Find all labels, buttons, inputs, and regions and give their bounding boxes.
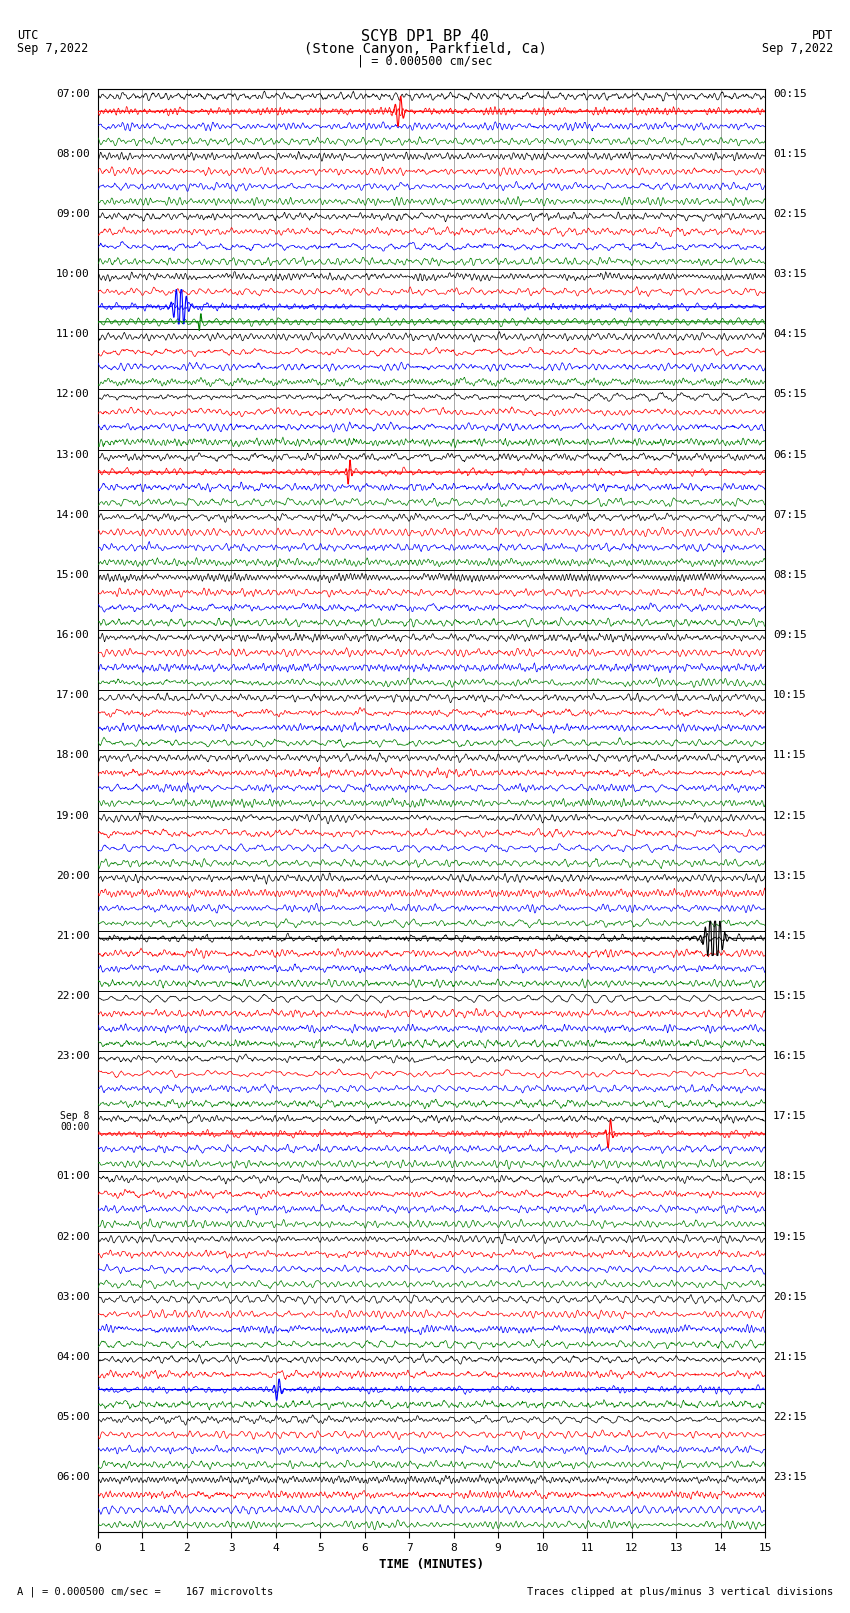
- Text: 23:15: 23:15: [773, 1473, 807, 1482]
- Text: PDT: PDT: [812, 29, 833, 42]
- Text: 08:00: 08:00: [56, 148, 90, 158]
- Text: 02:00: 02:00: [56, 1232, 90, 1242]
- Text: (Stone Canyon, Parkfield, Ca): (Stone Canyon, Parkfield, Ca): [303, 42, 547, 56]
- Text: 17:15: 17:15: [773, 1111, 807, 1121]
- Text: 14:15: 14:15: [773, 931, 807, 940]
- Text: 05:00: 05:00: [56, 1411, 90, 1423]
- Text: Traces clipped at plus/minus 3 vertical divisions: Traces clipped at plus/minus 3 vertical …: [527, 1587, 833, 1597]
- Text: 04:15: 04:15: [773, 329, 807, 339]
- Text: SCYB DP1 BP 40: SCYB DP1 BP 40: [361, 29, 489, 44]
- Text: 09:15: 09:15: [773, 631, 807, 640]
- Text: 05:15: 05:15: [773, 389, 807, 400]
- Text: 13:15: 13:15: [773, 871, 807, 881]
- Text: 01:00: 01:00: [56, 1171, 90, 1181]
- Text: 20:15: 20:15: [773, 1292, 807, 1302]
- Text: Sep 7,2022: Sep 7,2022: [762, 42, 833, 55]
- Text: 07:15: 07:15: [773, 510, 807, 519]
- Text: 04:00: 04:00: [56, 1352, 90, 1361]
- Text: Sep 8
00:00: Sep 8 00:00: [60, 1111, 90, 1132]
- Text: 21:15: 21:15: [773, 1352, 807, 1361]
- Text: 03:15: 03:15: [773, 269, 807, 279]
- Text: 20:00: 20:00: [56, 871, 90, 881]
- Text: 22:00: 22:00: [56, 990, 90, 1002]
- Text: 12:15: 12:15: [773, 811, 807, 821]
- Text: 14:00: 14:00: [56, 510, 90, 519]
- Text: 15:00: 15:00: [56, 569, 90, 581]
- Text: 11:00: 11:00: [56, 329, 90, 339]
- Text: 06:00: 06:00: [56, 1473, 90, 1482]
- X-axis label: TIME (MINUTES): TIME (MINUTES): [379, 1558, 484, 1571]
- Text: 22:15: 22:15: [773, 1411, 807, 1423]
- Text: 09:00: 09:00: [56, 210, 90, 219]
- Text: UTC: UTC: [17, 29, 38, 42]
- Text: 10:15: 10:15: [773, 690, 807, 700]
- Text: 11:15: 11:15: [773, 750, 807, 760]
- Text: 10:00: 10:00: [56, 269, 90, 279]
- Text: A | = 0.000500 cm/sec =    167 microvolts: A | = 0.000500 cm/sec = 167 microvolts: [17, 1586, 273, 1597]
- Text: 17:00: 17:00: [56, 690, 90, 700]
- Text: 16:00: 16:00: [56, 631, 90, 640]
- Text: 19:15: 19:15: [773, 1232, 807, 1242]
- Text: 21:00: 21:00: [56, 931, 90, 940]
- Text: Sep 7,2022: Sep 7,2022: [17, 42, 88, 55]
- Text: 00:15: 00:15: [773, 89, 807, 98]
- Text: | = 0.000500 cm/sec: | = 0.000500 cm/sec: [357, 55, 493, 68]
- Text: 23:00: 23:00: [56, 1052, 90, 1061]
- Text: 15:15: 15:15: [773, 990, 807, 1002]
- Text: 02:15: 02:15: [773, 210, 807, 219]
- Text: 16:15: 16:15: [773, 1052, 807, 1061]
- Text: 06:15: 06:15: [773, 450, 807, 460]
- Text: 13:00: 13:00: [56, 450, 90, 460]
- Text: 18:15: 18:15: [773, 1171, 807, 1181]
- Text: 18:00: 18:00: [56, 750, 90, 760]
- Text: 07:00: 07:00: [56, 89, 90, 98]
- Text: 03:00: 03:00: [56, 1292, 90, 1302]
- Text: 12:00: 12:00: [56, 389, 90, 400]
- Text: 19:00: 19:00: [56, 811, 90, 821]
- Text: 01:15: 01:15: [773, 148, 807, 158]
- Text: 08:15: 08:15: [773, 569, 807, 581]
